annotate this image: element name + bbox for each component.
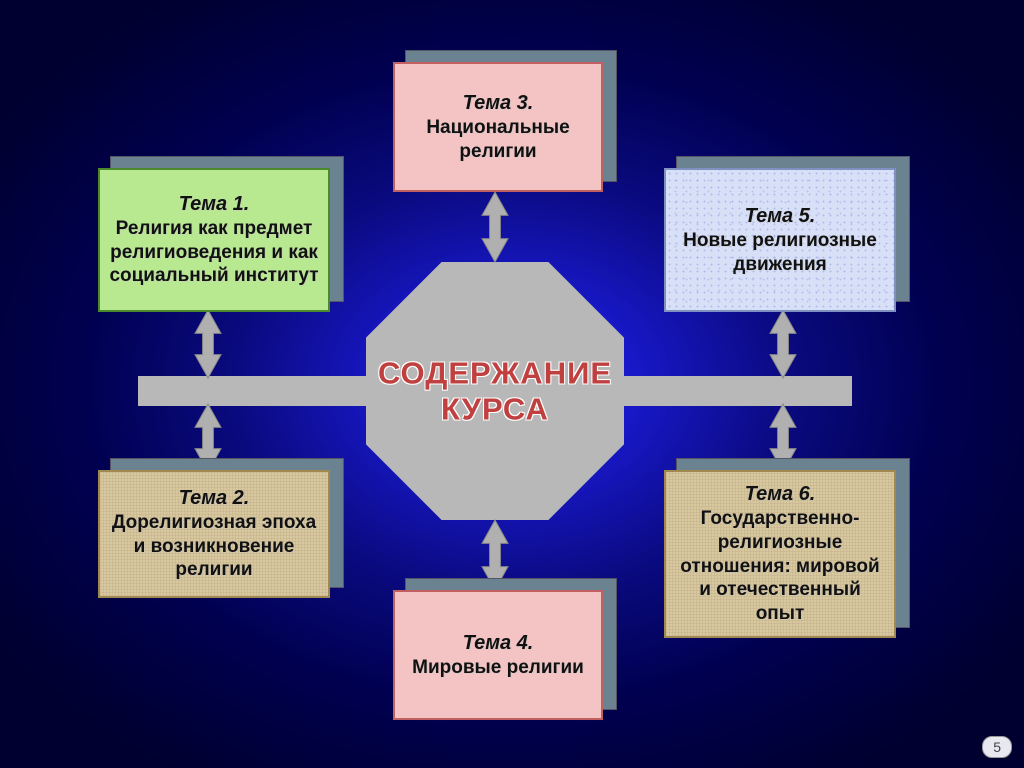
connector-right <box>612 376 852 406</box>
topic-title: Тема 1. <box>179 192 250 217</box>
slide: СОДЕРЖАНИЕ КУРСА Тема 1.Религия как пред… <box>0 0 1024 768</box>
topic-body: Новые религиозные движения <box>674 229 886 277</box>
topic-box-t5: Тема 5.Новые религиозные движения <box>664 168 896 312</box>
topic-box-t1: Тема 1.Религия как предмет религиоведени… <box>98 168 330 312</box>
topic-box-t2: Тема 2.Дорелигиозная эпоха и возникновен… <box>98 470 330 598</box>
topic-body: Религия как предмет религиоведения и как… <box>108 217 320 288</box>
topic-title: Тема 4. <box>463 631 534 656</box>
topic-body: Национальные религии <box>403 116 593 164</box>
arrow-up-t3 <box>482 192 508 262</box>
topic-title: Тема 6. <box>745 482 816 507</box>
topic-title: Тема 2. <box>179 486 250 511</box>
arrow-up-t1 <box>195 310 221 378</box>
topic-box-t6: Тема 6.Государственно-религиозные отноше… <box>664 470 896 638</box>
center-octagon: СОДЕРЖАНИЕ КУРСА <box>366 262 624 520</box>
center-title-line1: СОДЕРЖАНИЕ <box>366 355 624 391</box>
connector-left <box>138 376 378 406</box>
topic-body: Государственно-религиозные отношения: ми… <box>674 507 886 626</box>
center-title-line2: КУРСА <box>366 391 624 427</box>
topic-title: Тема 5. <box>745 204 816 229</box>
topic-box-t4: Тема 4.Мировые религии <box>393 590 603 720</box>
page-number: 5 <box>982 736 1012 758</box>
center-title: СОДЕРЖАНИЕ КУРСА <box>366 355 624 426</box>
topic-title: Тема 3. <box>463 91 534 116</box>
arrow-up-t5 <box>770 310 796 378</box>
topic-box-t3: Тема 3.Национальные религии <box>393 62 603 192</box>
topic-body: Мировые религии <box>412 656 584 680</box>
topic-body: Дорелигиозная эпоха и возникновение рели… <box>108 511 320 582</box>
